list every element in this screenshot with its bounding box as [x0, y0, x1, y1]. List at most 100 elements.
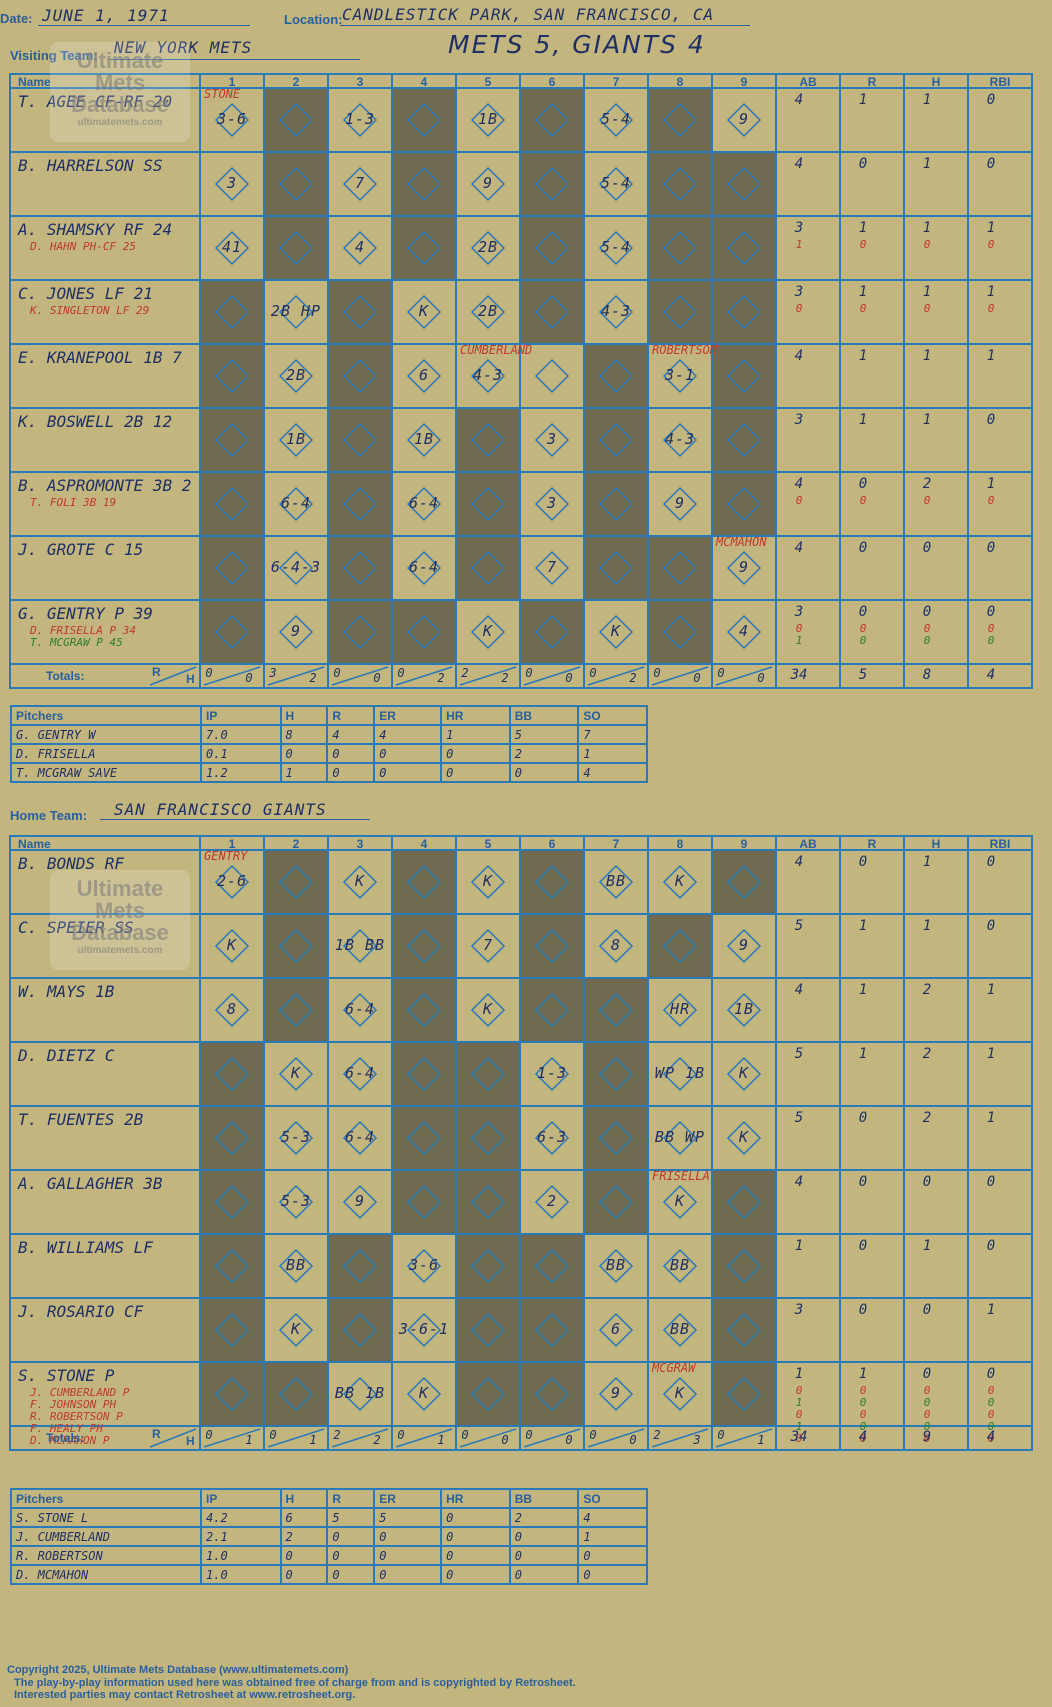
- base-diamond: [342, 102, 378, 138]
- stat-value: 5: [794, 1046, 804, 1062]
- base-diamond: [214, 1120, 250, 1156]
- play-result: 6-4: [408, 494, 440, 512]
- base-diamond: [598, 1248, 634, 1284]
- location-underline: [340, 25, 750, 26]
- totals-label: Totals:: [46, 669, 85, 683]
- base-diamond: [406, 1376, 442, 1412]
- shaded-cell: [712, 1170, 776, 1234]
- sub-name: D. MCMAHON P: [30, 1434, 110, 1447]
- play-result: 2B: [477, 302, 499, 320]
- shaded-cell: [712, 1298, 776, 1362]
- shaded-cell: [520, 88, 584, 152]
- pitcher-cell: T. MCGRAW SAVE: [10, 762, 202, 783]
- totals-runs: 0: [397, 666, 405, 680]
- stat-value: 0: [858, 1238, 868, 1254]
- stat-value: 1: [858, 348, 868, 364]
- score-title: METS 5, GIANTS 4: [448, 30, 706, 59]
- stat-value: 1: [858, 1046, 868, 1062]
- batter-name: B. WILLIAMS LF: [18, 1238, 153, 1257]
- inning-header: 6: [548, 75, 556, 89]
- shaded-cell: [264, 914, 328, 978]
- play-result: K: [738, 1064, 750, 1082]
- pitcher-cell: 2.1: [200, 1526, 282, 1547]
- sub-name: D. HAHN PH-CF 25: [30, 240, 136, 253]
- base-diamond: [534, 1312, 570, 1348]
- base-diamond: [726, 1184, 762, 1220]
- stat-value: 0: [795, 1408, 803, 1421]
- totals-diagonal: [267, 666, 325, 686]
- shaded-cell: [712, 216, 776, 280]
- totals-diagonal: [587, 1428, 645, 1448]
- base-diamond: [470, 614, 506, 650]
- batter-name: T. AGEE CF-RF 20: [18, 92, 173, 111]
- pitchers-header-cell: Pitchers: [10, 705, 202, 726]
- base-diamond: [278, 1120, 314, 1156]
- home-team-value: SAN FRANCISCO GIANTS: [114, 800, 327, 819]
- shaded-cell: [200, 472, 264, 536]
- stat-value: 1: [986, 1046, 996, 1062]
- shaded-cell: [584, 472, 648, 536]
- totals-stat: 9: [922, 1429, 932, 1445]
- base-diamond: [470, 1056, 506, 1092]
- shaded-cell: [456, 1042, 520, 1106]
- inning-header: 1: [228, 75, 236, 89]
- pitcher-cell: 0: [326, 743, 376, 764]
- pitcher-cell: 0: [440, 743, 511, 764]
- play-result: K: [482, 1000, 494, 1018]
- shaded-cell: [456, 1234, 520, 1298]
- play-result: K: [482, 872, 494, 890]
- inning-header: 8: [676, 75, 684, 89]
- base-diamond: [214, 928, 250, 964]
- stat-value: 1: [858, 284, 868, 300]
- shaded-cell: [392, 1042, 456, 1106]
- shaded-cell: [456, 1170, 520, 1234]
- stat-value: 2: [922, 1110, 932, 1126]
- stat-value: 3: [794, 284, 804, 300]
- shaded-cell: [264, 216, 328, 280]
- stat-value: 0: [986, 854, 996, 870]
- sub-name: F. JOHNSON PH: [30, 1398, 117, 1411]
- base-diamond: [470, 1120, 506, 1156]
- pitcher-cell: 0: [508, 1545, 580, 1566]
- shaded-cell: [264, 850, 328, 914]
- pitchers-header-cell: HR: [440, 705, 511, 726]
- play-result: 5-3: [280, 1128, 312, 1146]
- pitcher-row: S. STONE L 4.2 6 5 5 0 2 4: [10, 1507, 648, 1528]
- shaded-cell: [200, 280, 264, 344]
- totals-diagonal: [523, 1428, 581, 1448]
- base-diamond: [534, 294, 570, 330]
- pitcher-cell: J. CUMBERLAND: [10, 1526, 202, 1547]
- base-diamond: [726, 230, 762, 266]
- stat-value: 1: [986, 476, 996, 492]
- shaded-cell: [200, 1234, 264, 1298]
- totals-runs: 0: [717, 666, 725, 680]
- base-diamond: [278, 928, 314, 964]
- base-diamond: [726, 486, 762, 522]
- pitcher-row: T. MCGRAW SAVE 1.2 1 0 0 0 0 4: [10, 762, 648, 783]
- base-diamond: [406, 614, 442, 650]
- pitcher-row: R. ROBERTSON 1.0 0 0 0 0 0 0: [10, 1545, 648, 1566]
- stat-value: 0: [987, 1432, 995, 1445]
- stat-value: 4: [794, 854, 804, 870]
- base-diamond: [598, 166, 634, 202]
- totals-runs: 0: [205, 1428, 213, 1442]
- pitcher-cell: 1.2: [200, 762, 282, 783]
- pitcher-cell: 8: [279, 724, 329, 745]
- stat-value: 0: [859, 494, 867, 507]
- play-result: 3: [546, 430, 558, 448]
- pitcher-cell: 1.0: [200, 1564, 282, 1585]
- pitcher-cell: 0: [440, 1564, 511, 1585]
- shaded-cell: [392, 216, 456, 280]
- totals-hits: 1: [245, 1433, 253, 1447]
- pitcher-cell: 0: [508, 762, 580, 783]
- base-diamond: [662, 294, 698, 330]
- stat-value: 1: [922, 348, 932, 364]
- play-result: 1B: [477, 110, 499, 128]
- shaded-cell: [648, 280, 712, 344]
- base-diamond: [470, 422, 506, 458]
- stat-value: 0: [859, 238, 867, 251]
- pitchers-header-cell: R: [326, 705, 376, 726]
- pitcher-cell: 7.0: [200, 724, 282, 745]
- play-result: 7: [482, 936, 494, 954]
- pitching-change-note: ROBERTSON: [652, 343, 718, 357]
